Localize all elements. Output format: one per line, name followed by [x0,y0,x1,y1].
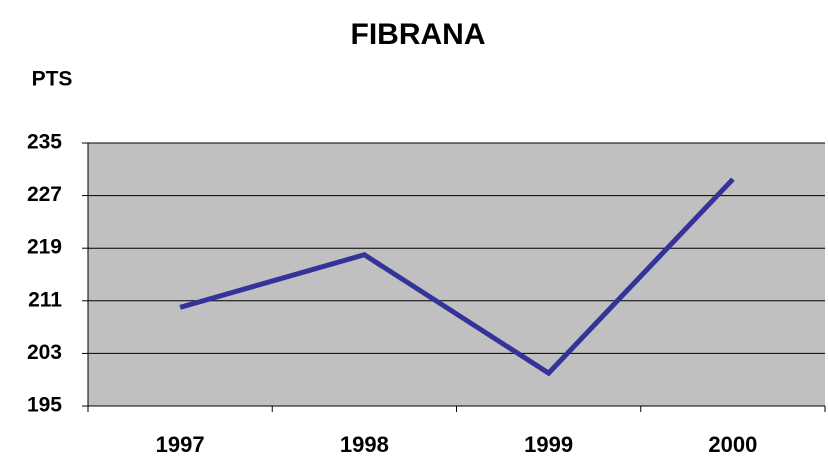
y-tick-label: 211 [28,288,62,311]
x-tick-label: 1999 [524,432,573,457]
y-tick-label: 219 [27,236,62,259]
y-axis-label: PTS [32,68,73,91]
x-tick-label: 2000 [708,432,757,457]
y-tick-label: 227 [27,183,62,206]
chart-title: FIBRANA [351,18,486,51]
plot-area [88,143,825,406]
y-tick-label: 195 [27,394,62,417]
line-series [179,177,735,377]
y-tick-label: 235 [27,131,62,154]
x-tick-label: 1997 [156,432,205,457]
x-tick-label: 1998 [340,432,389,457]
y-tick-label: 203 [27,341,62,364]
